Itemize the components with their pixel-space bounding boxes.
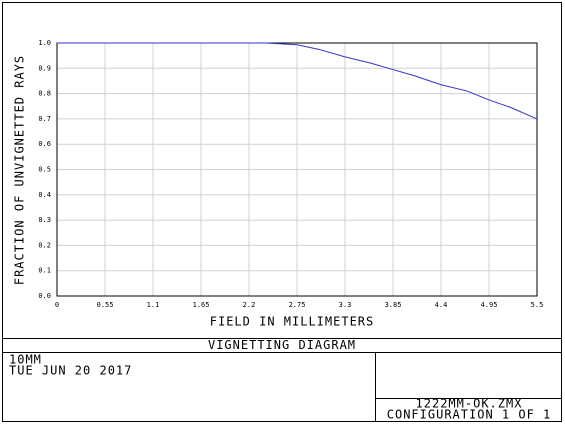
x-tick-label: 3.3 [339, 301, 352, 309]
y-axis-label: FRACTION OF UNVIGNETTED RAYS [13, 55, 27, 285]
y-tick-label: 0.8 [38, 90, 51, 98]
x-tick-label: 1.1 [147, 301, 160, 309]
lens-name: 10MM [9, 353, 42, 367]
x-tick-label: 4.95 [481, 301, 498, 309]
x-tick-label: 0 [55, 301, 59, 309]
x-tick-label: 2.75 [289, 301, 306, 309]
y-tick-label: 0.5 [38, 166, 51, 174]
outer-frame [2, 2, 562, 422]
y-tick-label: 0.3 [38, 216, 51, 224]
y-tick-label: 0.2 [38, 241, 51, 249]
data-line [57, 42, 538, 120]
y-tick-label: 0.9 [38, 64, 51, 72]
y-tick-label: 0.7 [38, 115, 51, 123]
y-tick-label: 0.0 [38, 292, 51, 300]
x-axis-label: FIELD IN MILLIMETERS [210, 315, 375, 329]
x-tick-label: 5.5 [531, 301, 544, 309]
date: TUE JUN 20 2017 [9, 364, 132, 378]
file-name: 1222MM-OK.ZMX [416, 397, 523, 411]
x-tick-label: 3.85 [385, 301, 402, 309]
x-tick-label: 2.2 [243, 301, 256, 309]
y-tick-label: 0.6 [38, 140, 51, 148]
y-tick-label: 0.4 [38, 191, 51, 199]
plot-frame [56, 42, 538, 297]
y-tick-label: 0.1 [38, 267, 51, 275]
footer-title: VIGNETTING DIAGRAM [208, 338, 356, 352]
x-tick-label: 4.4 [435, 301, 448, 309]
y-tick-label: 1.0 [38, 39, 51, 47]
x-tick-label: 1.65 [193, 301, 210, 309]
configuration: CONFIGURATION 1 OF 1 [387, 408, 552, 422]
x-tick-label: 0.55 [97, 301, 114, 309]
